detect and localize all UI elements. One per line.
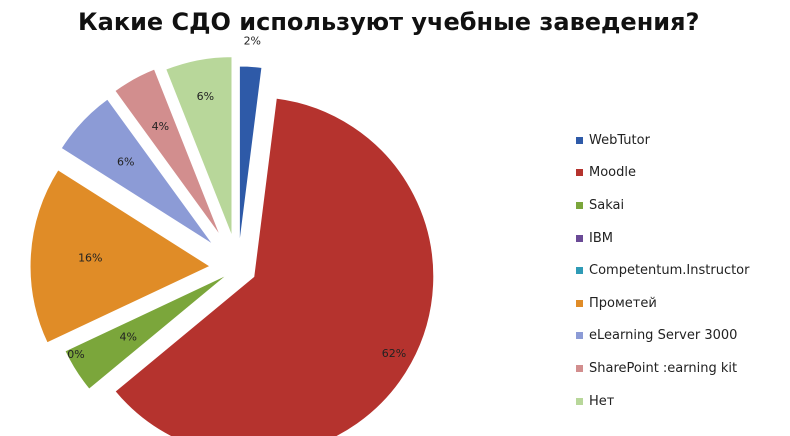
slice-data-label: 0% (67, 348, 84, 361)
legend-label: Competentum.Instructor (589, 263, 750, 279)
legend-label: SharePoint :earning kit (589, 360, 738, 376)
pie-slice (29, 169, 212, 344)
legend-swatch (576, 397, 583, 405)
legend-swatch (576, 136, 583, 144)
slice-data-label: 6% (117, 156, 134, 169)
legend-label: Прометей (589, 295, 657, 311)
pie-slice (64, 273, 229, 390)
legend-swatch (576, 299, 583, 307)
legend-label: Sakai (589, 197, 625, 213)
chart-title: Какие СДО используют учебные заведения? (78, 8, 700, 36)
pie-slice (114, 97, 435, 436)
pie-slice (114, 68, 222, 237)
legend-item: IBM (576, 222, 749, 255)
legend-swatch (576, 169, 583, 177)
legend-item: SharePoint :earning kit (576, 352, 749, 385)
legend-swatch (576, 234, 583, 242)
legend-item: Sakai (576, 189, 749, 222)
chart-legend: WebTutor Moodle Sakai IBM Competentum.Instru… (576, 124, 749, 417)
legend-item: eLearning Server 3000 (576, 320, 749, 353)
slice-data-label: 6% (197, 90, 214, 103)
legend-item: Moodle (576, 157, 749, 190)
slice-data-label: 2% (244, 34, 261, 47)
legend-label: Нет (589, 393, 615, 409)
legend-label: WebTutor (589, 132, 650, 148)
legend-item: WebTutor (576, 124, 749, 157)
legend-swatch (576, 201, 583, 209)
slice-data-label: 62% (382, 347, 406, 360)
pie-slice (165, 56, 233, 237)
legend-label: Moodle (589, 165, 636, 181)
legend-item: Прометей (576, 287, 749, 320)
legend-swatch (576, 332, 583, 340)
legend-label: IBM (589, 230, 613, 246)
legend-swatch (576, 267, 583, 275)
pie-slice (60, 98, 214, 246)
legend-item: Competentum.Instructor (576, 254, 749, 287)
legend-swatch (576, 364, 583, 372)
pie-slice (238, 65, 263, 247)
legend-item: Нет (576, 385, 749, 418)
slice-data-label: 16% (78, 252, 102, 265)
slice-data-label: 4% (152, 120, 169, 133)
slice-data-label: 4% (119, 331, 136, 344)
legend-label: eLearning Server 3000 (589, 328, 738, 344)
